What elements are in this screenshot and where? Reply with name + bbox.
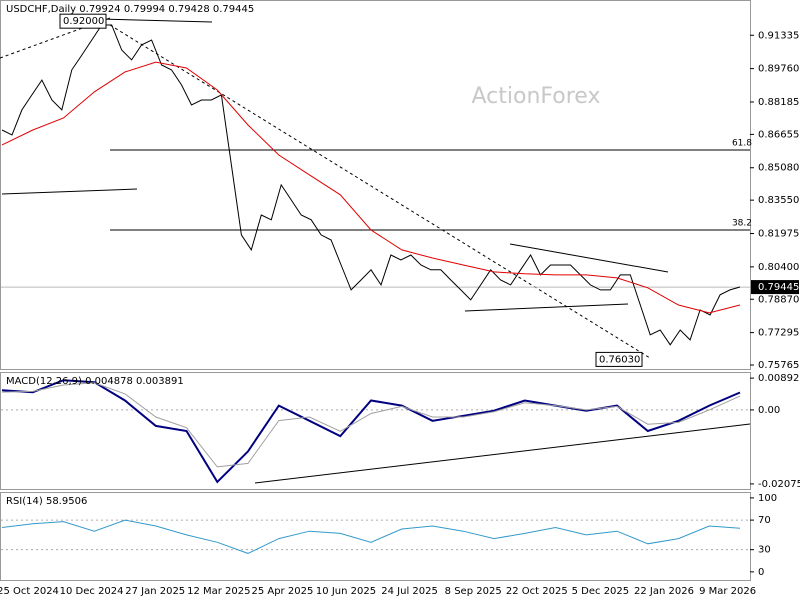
last-price-label: 0.79445	[758, 282, 799, 293]
series-line	[1, 61, 741, 314]
panel-title: USDCHF,Daily 0.79924 0.79994 0.79428 0.7…	[6, 4, 254, 15]
y-tick-label: 0.75765	[758, 360, 799, 371]
trendline	[109, 24, 651, 359]
fib-label: 61.8	[732, 138, 752, 148]
y-tick-label: 70	[758, 515, 771, 526]
x-tick-label: 24 Jul 2025	[381, 586, 438, 597]
trendline	[1, 188, 138, 195]
trendline	[464, 303, 629, 312]
x-tick-label: 27 Jan 2025	[125, 586, 185, 597]
y-tick-label: 0.78870	[758, 294, 799, 305]
y-tick-label: -0.020759	[758, 479, 800, 490]
y-tick-label: 0.85080	[758, 163, 799, 174]
y-tick-label: 0.89760	[758, 64, 799, 75]
series-line	[1, 382, 741, 468]
panel-title: RSI(14) 58.9506	[6, 496, 87, 507]
x-tick-label: 25 Apr 2025	[251, 586, 313, 597]
last-price-box	[751, 280, 799, 295]
y-tick-label: 0.008923	[758, 373, 800, 384]
rsi-panel	[0, 492, 751, 581]
trendline	[509, 243, 669, 273]
series-line	[1, 24, 741, 346]
y-tick-label: 0.91335	[758, 30, 799, 41]
x-tick-label: 22 Jan 2026	[634, 586, 694, 597]
y-tick-label: 30	[758, 545, 771, 556]
x-tick-label: 5 Dec 2025	[572, 586, 630, 597]
trendline	[254, 423, 751, 484]
y-tick-label: 0.86655	[758, 129, 799, 140]
x-tick-label: 22 Oct 2025	[506, 586, 568, 597]
y-tick-label: 0	[758, 567, 764, 578]
annotation-box	[59, 13, 107, 29]
x-tick-label: 25 Oct 2024	[0, 586, 59, 597]
annotation-label: 0.92000	[63, 16, 104, 27]
y-tick-label: 0.88185	[758, 97, 799, 108]
x-tick-label: 9 Mar 2026	[699, 586, 756, 597]
price-panel	[0, 0, 751, 370]
watermark: ActionForex	[472, 84, 601, 109]
macd-panel	[0, 372, 751, 490]
panel-title: MACD(12,26,9) 0.004878 0.003891	[6, 376, 184, 387]
fib-label: 38.2	[732, 219, 752, 229]
series-line	[1, 379, 741, 484]
x-tick-label: 10 Jun 2025	[316, 586, 376, 597]
annotation-label: 0.76030	[599, 354, 640, 365]
series-line	[1, 519, 741, 554]
y-tick-label: 0.81975	[758, 229, 799, 240]
y-tick-label: 0.83550	[758, 195, 799, 206]
annotation-box	[595, 351, 643, 367]
y-tick-label: 100	[758, 493, 777, 504]
x-tick-label: 8 Sep 2025	[445, 586, 502, 597]
y-tick-label: 0.00	[758, 405, 780, 416]
x-tick-label: 10 Dec 2024	[60, 586, 124, 597]
y-tick-label: 0.80400	[758, 262, 799, 273]
y-tick-label: 0.77295	[758, 328, 799, 339]
x-tick-label: 12 Mar 2025	[187, 586, 250, 597]
